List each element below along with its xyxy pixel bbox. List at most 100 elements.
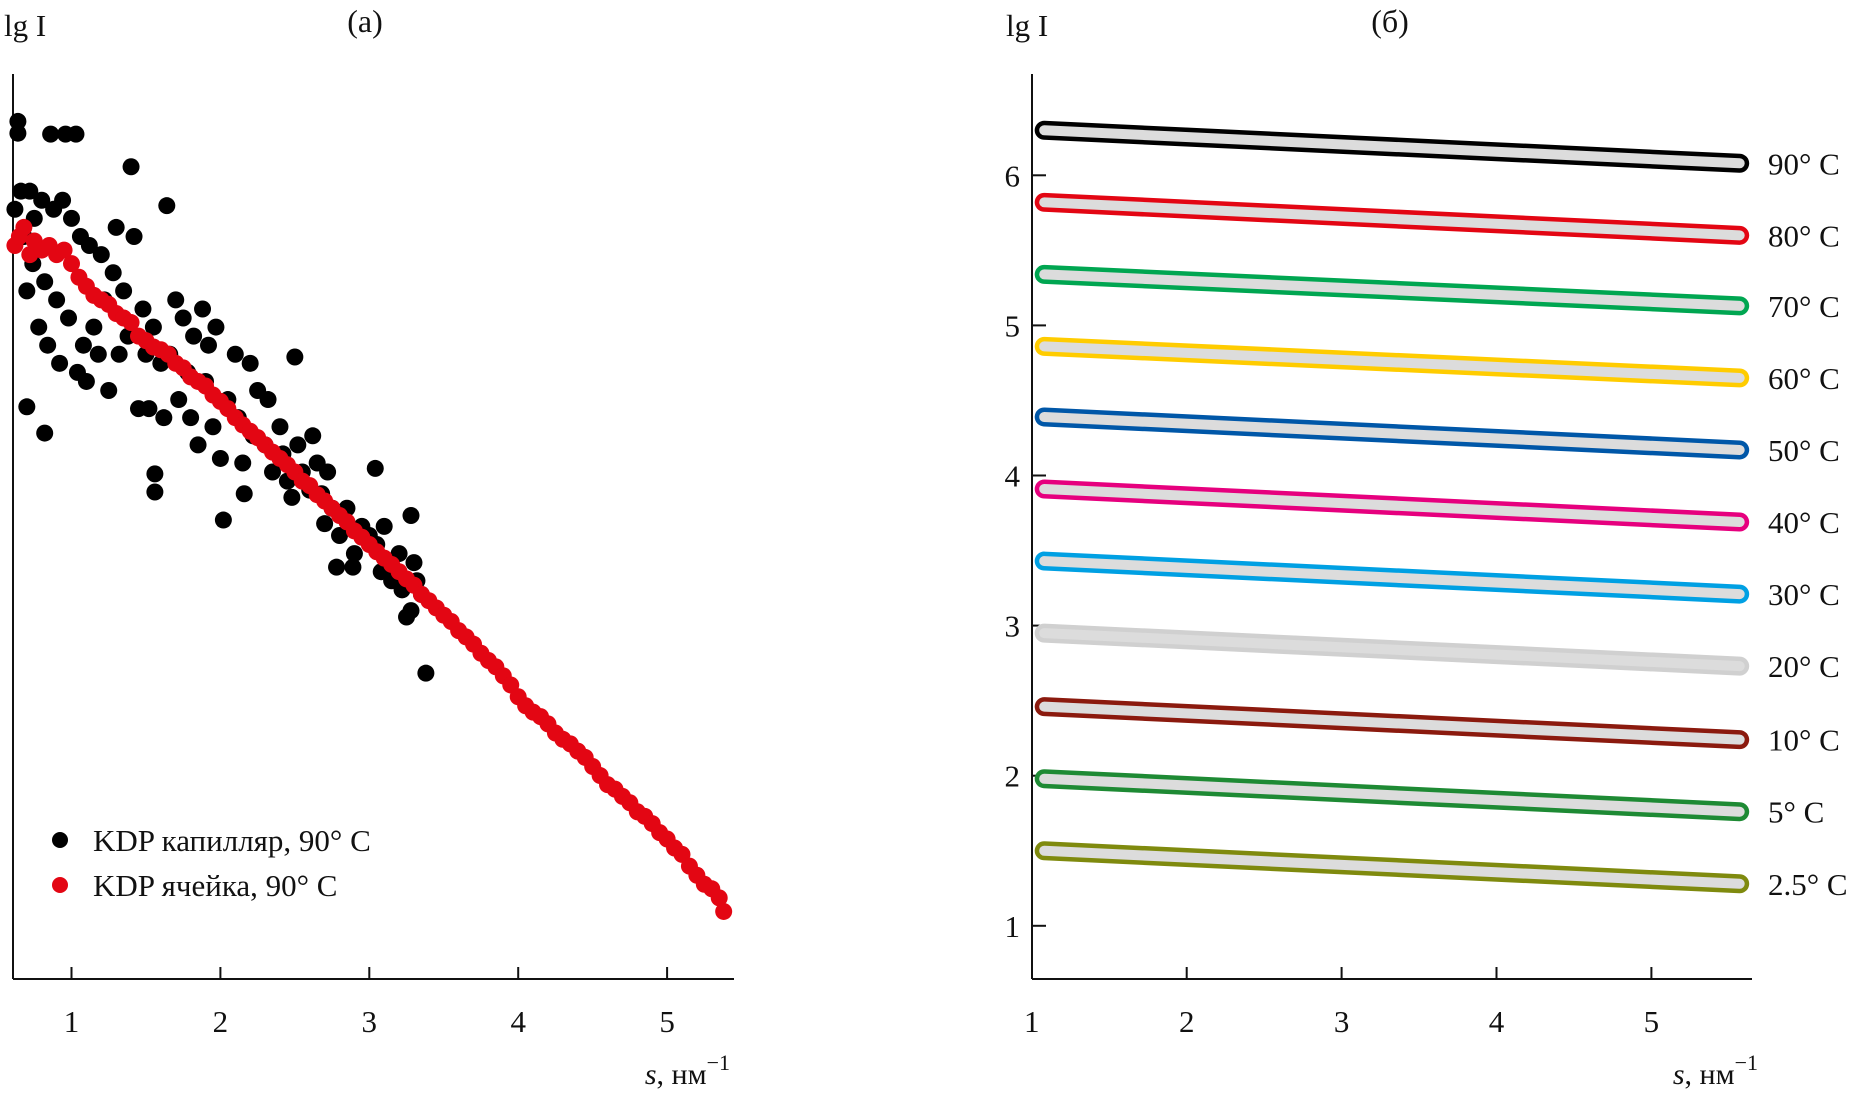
data-point-capillary	[146, 483, 164, 501]
x-tick-label-a: 4	[510, 1004, 526, 1039]
x-tick-label-b: 2	[1179, 1004, 1195, 1039]
series-fill	[1039, 197, 1745, 241]
panel-b-ylabel: lg I	[1006, 8, 1048, 43]
data-point-capillary	[125, 227, 143, 245]
x-tick-label-b: 3	[1334, 1004, 1350, 1039]
series-label: 5° C	[1768, 795, 1824, 830]
data-point-cell	[55, 241, 73, 259]
series-label: 2.5° C	[1768, 867, 1848, 902]
y-tick-label-b: 3	[1005, 609, 1021, 644]
data-point-capillary	[60, 309, 78, 327]
data-point-capillary	[402, 507, 420, 525]
series-line-60c: 60° C	[1034, 336, 1840, 396]
x-tick-label-a: 3	[362, 1004, 378, 1039]
y-tick-label-b: 1	[1005, 909, 1021, 944]
data-point-capillary	[30, 318, 48, 336]
series-fill	[1039, 269, 1745, 311]
data-point-capillary	[85, 318, 103, 336]
data-point-capillary	[174, 309, 192, 327]
series-fill	[1039, 628, 1745, 672]
series-fill	[1039, 845, 1745, 889]
data-point-capillary	[185, 327, 203, 345]
series-label: 30° C	[1768, 577, 1840, 612]
data-point-capillary	[189, 436, 207, 454]
y-tick-label-b: 6	[1005, 158, 1021, 193]
y-tick-label-b: 2	[1005, 759, 1021, 794]
series-label: 80° C	[1768, 218, 1840, 253]
legend-label-cell: KDP ячейка, 90° C	[93, 868, 338, 903]
panel-b-xlabel: s, нм−1	[1673, 1050, 1758, 1091]
panel-b-title: (б)	[1371, 3, 1409, 39]
data-point-capillary	[345, 545, 363, 563]
data-point-capillary	[375, 517, 393, 535]
data-point-capillary	[104, 264, 122, 282]
data-point-capillary	[234, 454, 252, 472]
data-point-capillary	[211, 449, 229, 467]
data-point-capillary	[18, 282, 36, 300]
series-label: 50° C	[1768, 433, 1840, 468]
data-point-capillary	[170, 391, 188, 409]
data-point-capillary	[63, 209, 80, 227]
data-point-capillary	[48, 291, 66, 309]
data-point-capillary	[89, 345, 107, 363]
series-fill	[1039, 125, 1745, 169]
data-point-capillary	[140, 400, 158, 418]
data-point-capillary	[259, 391, 277, 409]
data-point-capillary	[344, 558, 362, 576]
x-tick-label-a: 2	[213, 1004, 229, 1039]
data-point-capillary	[207, 318, 225, 336]
data-point-capillary	[36, 273, 54, 291]
data-point-capillary	[417, 664, 435, 682]
series-label: 40° C	[1768, 505, 1840, 540]
series-line-5c: 5° C	[1034, 769, 1824, 830]
panel-a-xlabel: s, нм−1	[645, 1050, 730, 1091]
data-point-capillary	[144, 318, 162, 336]
data-point-capillary	[107, 218, 125, 236]
series-line-40c: 40° C	[1034, 479, 1840, 540]
panel-a: lg I (a) 1 2 3 4 5 KDP капилляр, 90° C KDP я…	[4, 3, 734, 1091]
data-point-capillary	[283, 488, 301, 506]
data-point-capillary	[271, 418, 289, 436]
x-tick-label-a: 1	[64, 1004, 80, 1039]
data-point-capillary	[328, 558, 346, 576]
series-fill	[1039, 341, 1745, 383]
series-line-90c: 90° C	[1034, 120, 1840, 181]
data-point-cell	[715, 902, 733, 920]
data-point-capillary	[214, 511, 232, 529]
legend-marker-red	[52, 877, 68, 893]
data-point-capillary	[36, 424, 54, 442]
data-point-capillary	[146, 465, 164, 483]
data-point-capillary	[194, 300, 212, 318]
legend-label-capillary: KDP капилляр, 90° C	[93, 823, 371, 858]
series-line-2.5c: 2.5° C	[1034, 841, 1848, 902]
series-label: 60° C	[1768, 361, 1840, 396]
series-fill	[1039, 484, 1745, 528]
data-point-capillary	[366, 459, 384, 477]
data-point-capillary	[51, 354, 69, 372]
data-point-capillary	[134, 300, 152, 318]
series-line-80c: 80° C	[1034, 192, 1840, 253]
data-point-capillary	[6, 200, 24, 218]
series-label: 70° C	[1768, 289, 1840, 324]
series-line-50c: 50° C	[1034, 407, 1840, 468]
series-label: 90° C	[1768, 146, 1840, 181]
panel-a-ylabel: lg I	[4, 8, 46, 43]
data-point-capillary	[39, 336, 57, 354]
y-tick-label-b: 4	[1005, 459, 1021, 494]
data-point-capillary	[74, 336, 92, 354]
data-point-capillary	[319, 463, 337, 481]
data-point-capillary	[264, 463, 282, 481]
panel-b: lg I (б) 1 2 3 4 5 1 2 3 4 5 6 90° C 80° C 70° C 60° …	[1005, 3, 1848, 1091]
series-label: 10° C	[1768, 723, 1840, 758]
data-point-cell	[122, 314, 140, 332]
series-fill	[1039, 556, 1745, 600]
series-line-30c: 30° C	[1034, 551, 1840, 612]
data-point-capillary	[110, 345, 128, 363]
data-point-capillary	[226, 345, 244, 363]
data-point-cell	[63, 255, 80, 273]
data-point-capillary	[92, 246, 110, 264]
series-line-70c: 70° C	[1034, 264, 1840, 324]
data-point-capillary	[289, 436, 307, 454]
data-point-capillary	[286, 348, 304, 366]
x-tick-label-b: 5	[1644, 1004, 1660, 1039]
